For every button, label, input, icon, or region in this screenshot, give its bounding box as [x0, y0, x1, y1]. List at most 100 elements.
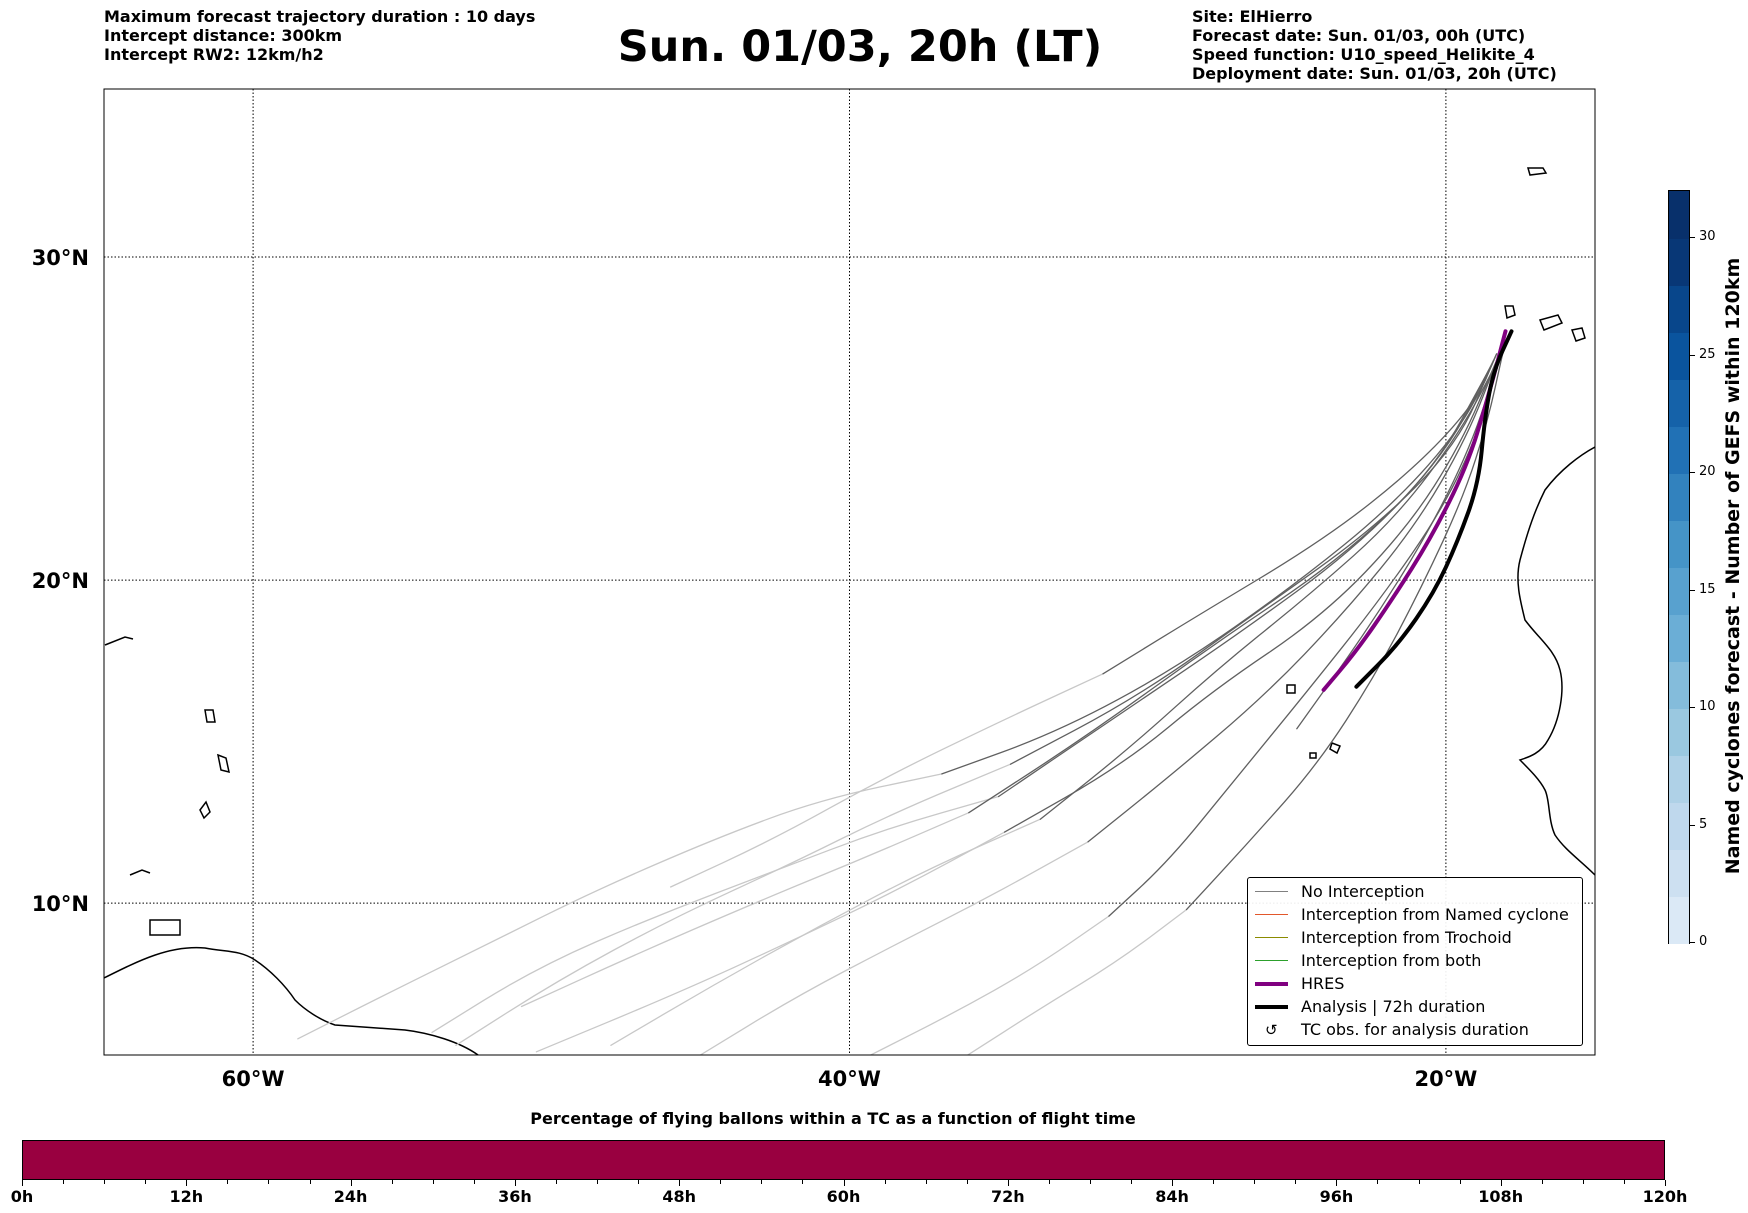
time-bar-tick-mark	[1500, 1180, 1502, 1186]
time-bar-tick-mark	[1582, 1180, 1584, 1184]
site-text: Site: ElHierro	[1192, 7, 1313, 26]
time-bar-tick-mark	[1377, 1180, 1379, 1184]
time-bar-tick-mark	[514, 1180, 516, 1186]
coastline-cape-verde-3	[1309, 752, 1317, 759]
trajectory-line-3	[941, 353, 1498, 775]
time-bar-tick-mark	[1131, 1180, 1133, 1184]
time-bar-tick-label: 48h	[662, 1187, 697, 1206]
trajectory-lines	[297, 329, 1514, 1055]
tc-symbol-icon: ↺	[1265, 1021, 1278, 1039]
time-bar-tick-mark	[1418, 1180, 1420, 1184]
time-bar-tick-mark	[679, 1180, 681, 1186]
legend-label: Interception from both	[1301, 951, 1482, 970]
legend-label: Interception from Named cyclone	[1301, 905, 1569, 924]
time-bar-tick-mark	[432, 1180, 434, 1184]
time-bar-tick-mark	[391, 1180, 393, 1184]
legend-item-both: Interception from both	[1248, 951, 1582, 971]
time-bar-tick-mark	[1459, 1180, 1461, 1184]
legend-label: No Interception	[1301, 882, 1425, 901]
time-bar-tick-mark	[1336, 1180, 1338, 1186]
trajectory-line-22	[669, 673, 1104, 888]
x-tick-label: 60°W	[222, 1067, 285, 1091]
colorbar-tick-label: 20	[1699, 464, 1716, 479]
y-tick-label: 20°N	[32, 569, 89, 593]
time-bar-tick-mark	[884, 1180, 886, 1184]
legend-item-analysis: Analysis | 72h duration	[1248, 997, 1582, 1017]
time-bar-tick-mark	[268, 1180, 270, 1184]
colorbar-segment	[1669, 802, 1689, 850]
intercept-distance-text: Intercept distance: 300km	[104, 26, 343, 45]
coastline-antilles-3	[199, 800, 211, 820]
colorbar-segment	[1669, 614, 1689, 662]
coastline-trinidad	[149, 919, 181, 936]
colorbar-segment	[1669, 332, 1689, 380]
time-bar-tick-mark	[802, 1180, 804, 1184]
trajectory-line-5	[1039, 356, 1501, 820]
time-bar-tick-mark	[966, 1180, 968, 1184]
legend-item-hres: HRES	[1248, 974, 1582, 994]
colorbar-segment	[1669, 661, 1689, 709]
x-tick-label: 40°W	[818, 1067, 881, 1091]
legend-item-tc-obs: ↺ TC obs. for analysis duration	[1248, 1020, 1582, 1040]
coastline-antilles-1	[204, 709, 216, 723]
legend-label: TC obs. for analysis duration	[1301, 1020, 1529, 1039]
legend-label: Analysis | 72h duration	[1301, 997, 1486, 1016]
colorbar-segment	[1669, 520, 1689, 568]
coastline-africa	[1517, 446, 1595, 876]
colorbar-title: Named cyclones forecast - Number of GEFS…	[1722, 257, 1744, 875]
colorbar-tick-mark	[1690, 824, 1695, 826]
time-bar-tick-mark	[1048, 1180, 1050, 1184]
y-tick-label: 30°N	[32, 246, 89, 270]
coastline-canary-1	[1504, 305, 1516, 320]
time-bar-tick-label: 108h	[1478, 1187, 1524, 1206]
trajectory-line-12	[1087, 353, 1501, 843]
trajectory-line-11	[968, 366, 1492, 814]
legend-item-no-interception: No Interception	[1248, 882, 1582, 902]
time-bar-tick-mark	[761, 1180, 763, 1184]
coastline-antilles-2	[216, 753, 230, 774]
time-bar-tick-mark	[1623, 1180, 1625, 1184]
trajectory-line-14	[455, 763, 1012, 1046]
time-bar-tick-label: 24h	[333, 1187, 368, 1206]
trajectory-line-16	[535, 831, 1006, 1053]
time-bar-tick-mark	[63, 1180, 65, 1184]
coastline-canary-2	[1538, 314, 1564, 331]
time-bar-tick-label: 12h	[169, 1187, 204, 1206]
colorbar-tick-label: 30	[1699, 229, 1716, 244]
axis-tick-labels: 60°W 40°W 20°W 10°N 20°N 30°N	[32, 246, 1478, 1091]
colorbar-tick-label: 15	[1699, 581, 1716, 597]
trajectory-line-6	[1003, 359, 1498, 833]
header-right-info: Site: ElHierro Forecast date: Sun. 01/03…	[1192, 7, 1557, 83]
chart-legend: No Interception Interception from Named …	[1247, 877, 1583, 1046]
time-bar-tick-label: 84h	[1155, 1187, 1189, 1206]
time-bar-tick-mark	[1007, 1180, 1009, 1186]
time-bar-tick-mark	[309, 1180, 311, 1184]
time-bar-title: Percentage of flying ballons within a TC…	[530, 1109, 1136, 1128]
time-bar-tick-mark	[350, 1180, 352, 1186]
colorbar-segment	[1669, 285, 1689, 333]
colorbar-tick-mark	[1690, 354, 1695, 356]
time-bar-tick-mark	[720, 1180, 722, 1184]
legend-item-named-cyclone: Interception from Named cyclone	[1248, 905, 1582, 925]
legend-line-named-cyclone	[1255, 914, 1288, 915]
colorbar-segment	[1669, 238, 1689, 286]
time-bar-tick-label: 60h	[826, 1187, 861, 1206]
legend-line-both	[1255, 960, 1288, 961]
legend-item-trochoid: Interception from Trochoid	[1248, 928, 1582, 948]
time-bar-tick-mark	[597, 1180, 599, 1184]
legend-line-trochoid	[1255, 937, 1288, 938]
time-bar-tick-mark	[1172, 1180, 1174, 1186]
page-title: Sun. 01/03, 20h (LT)	[617, 22, 1103, 72]
colorbar-tick-label: 5	[1699, 816, 1708, 832]
colorbar-tick-label: 0	[1699, 934, 1708, 949]
time-bar-tick-label: 72h	[990, 1187, 1025, 1206]
trajectory-line-19	[431, 795, 1000, 1034]
time-bar-tick-mark	[1089, 1180, 1091, 1184]
colorbar-segment	[1669, 473, 1689, 521]
coastlines	[104, 167, 1595, 1055]
colorbar-segment	[1669, 191, 1689, 239]
colorbar-tick-label: 25	[1699, 346, 1716, 362]
coastline-madeira	[1527, 167, 1548, 176]
colorbar-tick-mark	[1690, 707, 1695, 708]
colorbar-tick-mark	[1690, 472, 1695, 473]
